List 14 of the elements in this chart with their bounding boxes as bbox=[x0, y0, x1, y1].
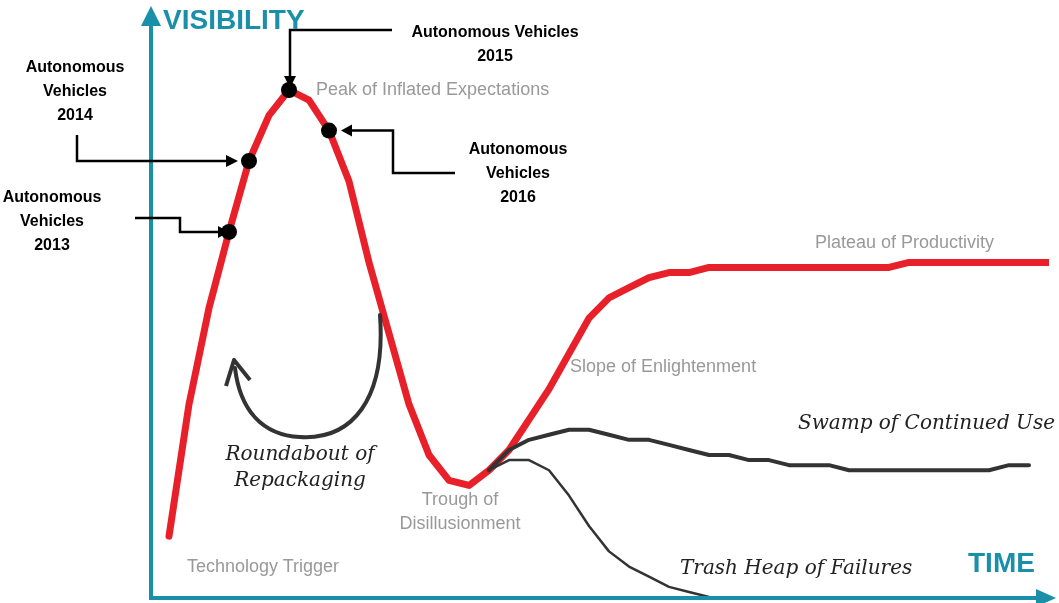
text: Autonomous Vehicles 2014 bbox=[24, 57, 126, 125]
annotation: Technology Trigger bbox=[187, 555, 341, 578]
text: Autonomous Vehicles 2015 bbox=[410, 22, 580, 66]
annotation: Slope of Enlightenment bbox=[570, 355, 758, 378]
y-axis-title: VISIBILITY bbox=[163, 4, 305, 36]
text: Autonomous Vehicles 2013 bbox=[1, 187, 103, 255]
series-label: Trash Heap of Failures bbox=[680, 555, 913, 579]
series-label: Swamp of Continued Use bbox=[797, 410, 1055, 434]
annotation: Autonomous Vehicles 2016 bbox=[467, 139, 569, 207]
annotation: Trough of Disillusionment bbox=[398, 488, 522, 535]
annotation: Peak of Inflated Expectations bbox=[316, 78, 551, 101]
x-axis-title: TIME bbox=[968, 547, 1035, 579]
annotation: Roundabout of Repackaging bbox=[224, 440, 379, 492]
annotation: Plateau of Productivity bbox=[815, 231, 996, 254]
